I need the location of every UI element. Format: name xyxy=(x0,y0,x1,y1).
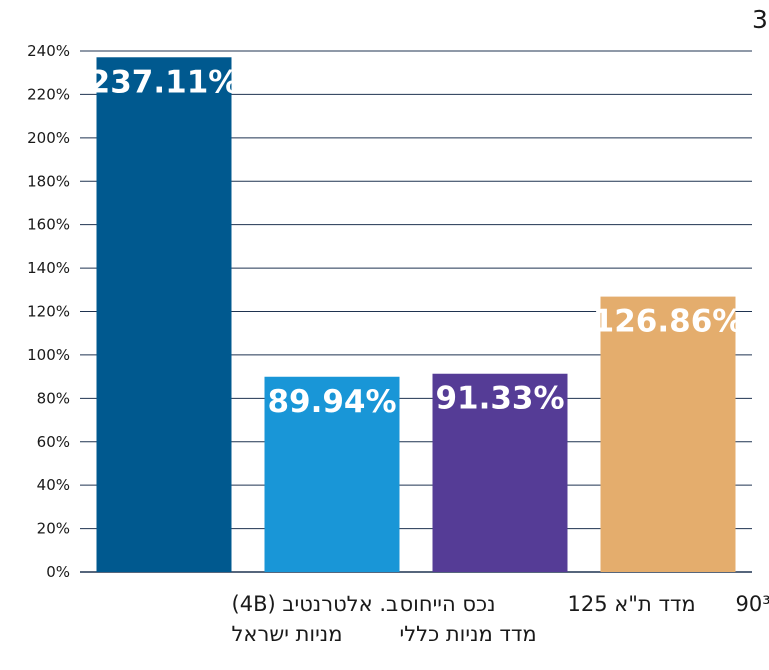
y-tick-label: 240% xyxy=(27,42,70,60)
bar xyxy=(432,373,568,572)
y-tick-label: 120% xyxy=(27,303,70,321)
y-tick-label: 160% xyxy=(27,216,70,234)
bar xyxy=(264,376,400,572)
bars xyxy=(96,57,736,573)
data-labels: 237.11% 89.94% 91.33% 126.86% xyxy=(89,64,744,419)
y-tick-label: 100% xyxy=(27,346,70,364)
bar xyxy=(600,296,736,572)
y-axis-ticks: 0% 20% 40% 60% 80% 100% 120% 140% 160% 180% 200% 22… xyxy=(27,42,70,581)
category-label: ב. אלטרנטיב (4B) xyxy=(232,592,399,616)
data-label: 237.11% xyxy=(89,64,240,100)
bar xyxy=(96,57,232,573)
chart-title: מיום ההקמה* 30.12.2019-31.07.2025 xyxy=(752,5,769,34)
y-tick-label: 80% xyxy=(37,389,70,407)
category-label: נכס הייחוס xyxy=(400,592,496,616)
category-label: מניות ישראל xyxy=(232,622,343,646)
category-label: מדד ת"א 90³ xyxy=(736,592,769,616)
category-label: מדד ת"א 125 xyxy=(568,592,696,616)
y-tick-label: 220% xyxy=(27,85,70,103)
data-label: 91.33% xyxy=(435,381,564,417)
y-tick-label: 200% xyxy=(27,129,70,147)
y-tick-label: 40% xyxy=(37,476,70,494)
data-label: 89.94% xyxy=(267,384,396,420)
data-label: 126.86% xyxy=(593,304,744,340)
y-tick-label: 140% xyxy=(27,259,70,277)
y-tick-label: 60% xyxy=(37,433,70,451)
y-tick-label: 0% xyxy=(46,563,70,581)
y-tick-label: 180% xyxy=(27,172,70,190)
category-labels: ב. אלטרנטיב (4B) מניות ישראל נכס הייחוס מדד… xyxy=(232,592,769,646)
category-label: מדד מניות כללי xyxy=(400,622,537,646)
y-tick-label: 20% xyxy=(37,520,70,538)
